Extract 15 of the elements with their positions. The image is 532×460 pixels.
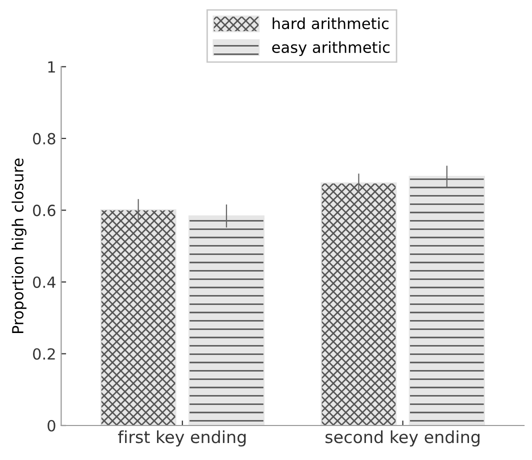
y-tick-label: 0.8 xyxy=(33,132,56,144)
y-tick-label: 0.4 xyxy=(33,276,56,288)
y-tick-label: 0.6 xyxy=(33,204,56,216)
legend-label: hard arithmetic xyxy=(272,17,388,30)
y-axis-title: Proportion high closure xyxy=(12,158,26,334)
bar xyxy=(408,176,485,426)
x-tick-label: first key ending xyxy=(118,430,246,446)
y-tick-label: 0.2 xyxy=(33,348,55,360)
y-tick-label: 0 xyxy=(48,420,56,432)
bar xyxy=(100,209,176,426)
bar xyxy=(188,215,265,426)
bar xyxy=(320,182,397,426)
legend-label: easy arithmetic xyxy=(272,41,390,56)
x-tick-label: second key ending xyxy=(326,430,480,446)
y-tick-label: 1 xyxy=(48,61,55,73)
